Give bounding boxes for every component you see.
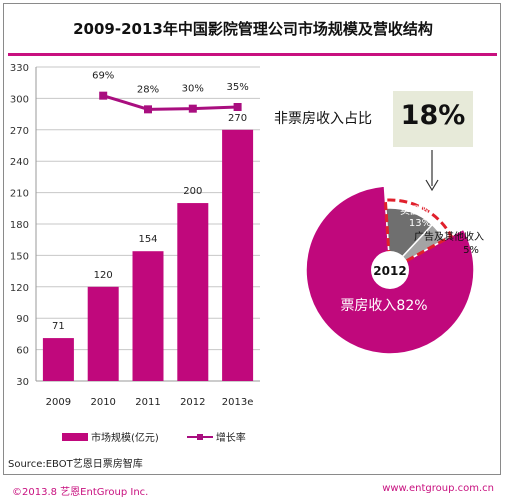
slice-label-concession-pct: 13% [409, 218, 431, 229]
x-tick-label: 2010 [90, 397, 115, 408]
x-tick-label: 2009 [46, 397, 71, 408]
slice-label-concession: 卖品收入 [400, 204, 440, 217]
callout-value: 18% [400, 100, 466, 131]
slice-label-ads-pct: 5% [463, 245, 479, 256]
growth-rate-marker [144, 105, 152, 114]
non-box-office-highlight [383, 198, 454, 273]
slice-label-ads: 广告及其他收入 [414, 230, 484, 243]
y-tick-label: 240 [10, 157, 29, 168]
bar-value-label: 200 [183, 186, 202, 197]
bar [42, 338, 74, 381]
y-tick-label: 300 [10, 94, 29, 105]
bar [87, 286, 119, 381]
legend-item-bar: 市场规模(亿元) [62, 429, 159, 444]
legend-swatch-line [186, 433, 213, 441]
bar-value-label: 270 [228, 113, 247, 124]
bar-value-label: 120 [94, 270, 113, 281]
callout-box [393, 91, 473, 147]
legend-label-bar: 市场规模(亿元) [91, 433, 159, 444]
bar [132, 251, 164, 381]
chart-frame [3, 3, 501, 475]
y-tick-label: 90 [16, 314, 29, 325]
growth-rate-label: 28% [137, 84, 159, 95]
y-tick-label: 180 [10, 220, 29, 231]
callout-label: 非票房收入占比 [274, 111, 372, 127]
growth-rate-marker [188, 104, 197, 113]
legend-label-line: 增长率 [215, 433, 246, 444]
bar-value-label: 154 [138, 234, 157, 245]
bar-value-label: 71 [52, 321, 65, 332]
growth-rate-marker [99, 91, 108, 100]
chart-title: 2009-2013年中国影院管理公司市场规模及营收结构 [73, 20, 433, 38]
legend-item-line: 增长率 [186, 429, 246, 444]
y-tick-label: 150 [10, 251, 29, 262]
y-tick-label: 30 [16, 377, 29, 388]
pie-center-label: 2012 [373, 264, 406, 278]
y-tick-label: 330 [10, 63, 29, 74]
x-tick-label: 2013e [222, 397, 254, 408]
title-underline [8, 53, 497, 56]
y-tick-label: 270 [10, 126, 29, 137]
growth-rate-marker [233, 103, 242, 111]
x-tick-label: 2012 [180, 397, 205, 408]
growth-rate-label: 69% [92, 71, 114, 82]
callout-arrow-head [425, 179, 439, 192]
y-tick-label: 120 [10, 283, 29, 294]
source-note: Source:EBOT艺恩日票房智库 [8, 459, 143, 470]
legend-swatch-bar [62, 432, 88, 441]
bar [222, 129, 254, 381]
pie-center-hole [371, 251, 409, 289]
footer-copyright: ©2013.8 艺恩EntGroup Inc. [12, 487, 149, 498]
y-tick-label: 210 [10, 189, 29, 200]
y-tick-label: 60 [16, 346, 29, 357]
growth-rate-label: 35% [226, 82, 248, 93]
bar [177, 203, 209, 381]
x-tick-label: 2011 [135, 397, 160, 408]
footer-url: www.entgroup.com.cn [382, 483, 494, 494]
growth-rate-line [102, 94, 238, 111]
chart-legend: 市场规模(亿元) 增长率 [62, 429, 246, 444]
growth-rate-label: 30% [182, 84, 204, 95]
slice-label-box-office: 票房收入82% [340, 298, 427, 314]
